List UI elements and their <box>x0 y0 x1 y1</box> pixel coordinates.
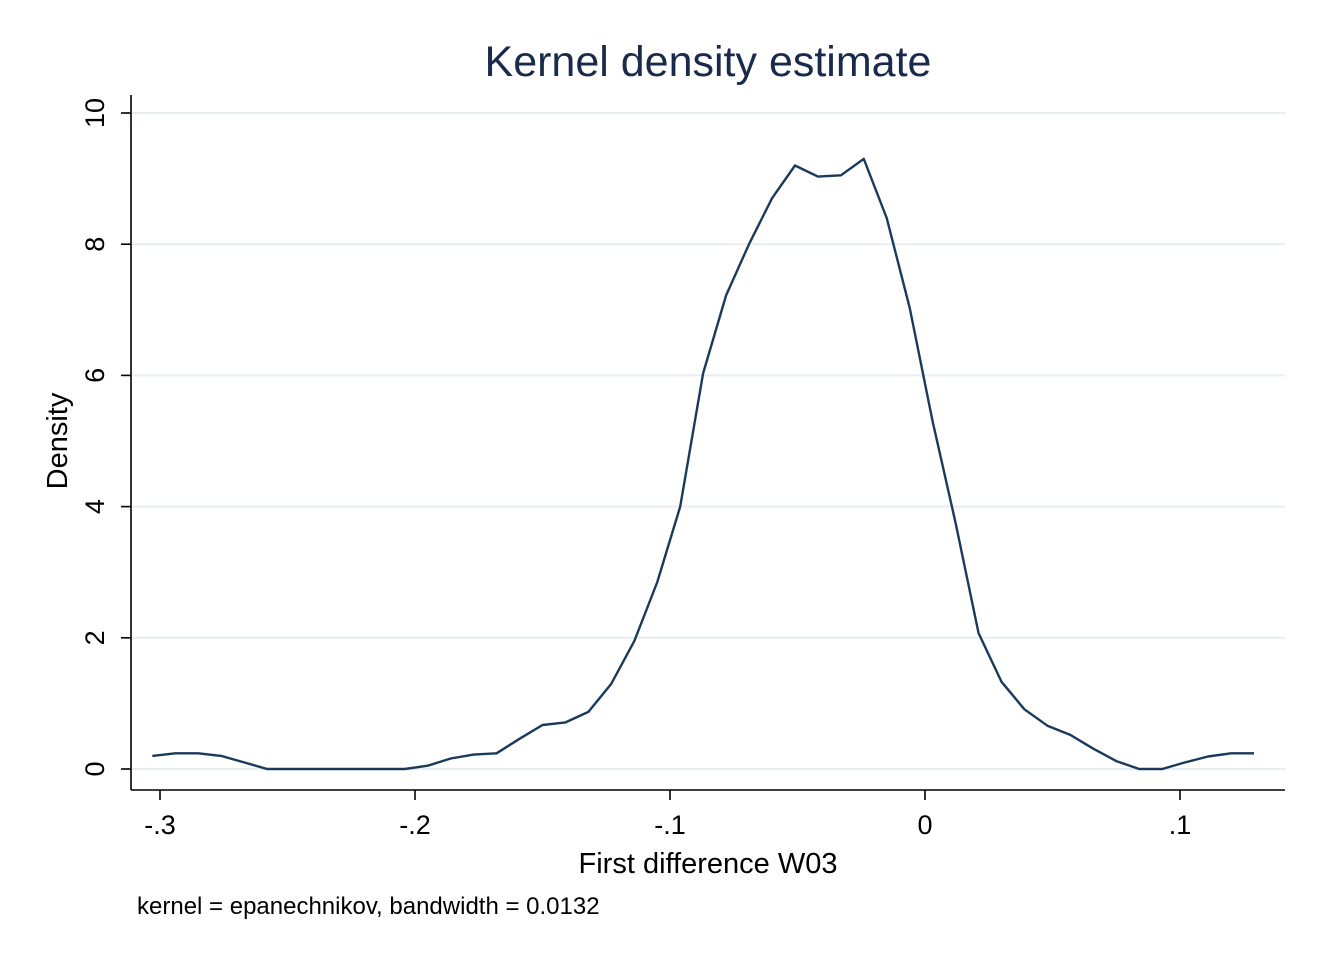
x-tick-label: -.2 <box>399 810 431 840</box>
y-axis-ticks: 0 2 4 6 8 10 <box>80 98 131 777</box>
x-axis-ticks: -.3 -.2 -.1 0 .1 <box>144 790 1191 840</box>
y-axis-title: Density <box>42 392 74 489</box>
y-tick-label: 4 <box>80 499 110 514</box>
y-tick-label: 10 <box>80 98 110 128</box>
x-tick-label: -.3 <box>144 810 176 840</box>
x-tick-label: 0 <box>917 810 932 840</box>
x-axis-title: First difference W03 <box>579 848 838 880</box>
density-series <box>152 157 1254 771</box>
y-tick-label: 0 <box>80 761 110 776</box>
axes <box>130 95 1285 791</box>
y-tick-label: 6 <box>80 368 110 383</box>
x-tick-label: .1 <box>1169 810 1192 840</box>
x-tick-label: -.1 <box>654 810 686 840</box>
chart-title: Kernel density estimate <box>485 38 932 86</box>
density-line <box>152 157 1254 771</box>
chart-note: kernel = epanechnikov, bandwidth = 0.013… <box>137 893 600 920</box>
y-tick-label: 2 <box>80 630 110 645</box>
y-tick-label: 8 <box>80 237 110 252</box>
